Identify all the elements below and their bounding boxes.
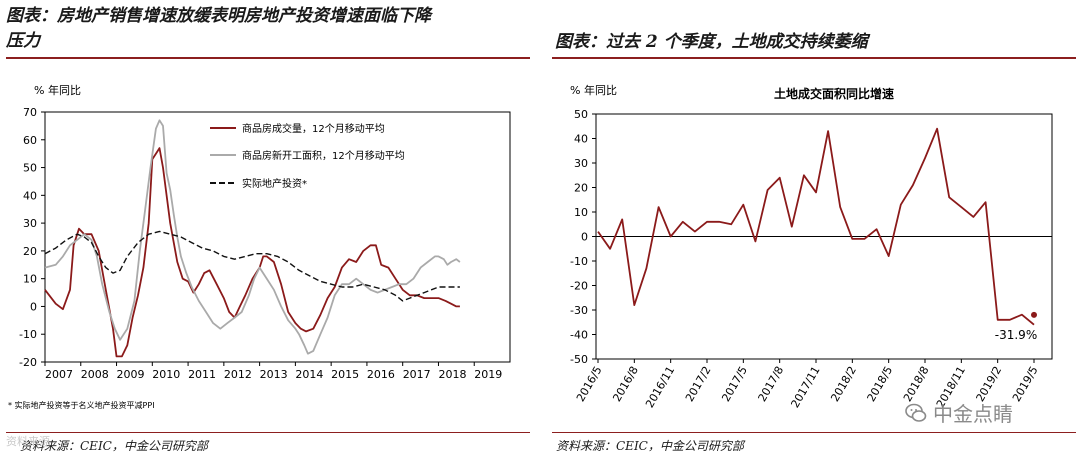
left-ytick-label: 20 (23, 245, 37, 258)
left-xtick-label: 2014 (295, 368, 323, 381)
right-xtick-label: 2019/5 (1010, 364, 1041, 404)
right-series-line (597, 127, 1035, 326)
left-xtick-label: 2012 (224, 368, 252, 381)
left-title-line2: 压力 (6, 31, 40, 51)
right-xtick-label: 2018/2 (828, 364, 859, 404)
right-annotated-point (1031, 311, 1037, 318)
right-chart-title: 土地成交面积同比增速 (774, 86, 894, 101)
right-ytick-label: 30 (574, 157, 588, 170)
left-series-line-2 (44, 119, 461, 355)
right-ytick-label: 20 (574, 182, 588, 195)
left-xtick-label: 2015 (331, 368, 359, 381)
left-xtick-label: 2010 (152, 368, 180, 381)
right-xtick-label: 2017/2 (683, 364, 714, 404)
right-xtick-label: 2016/11 (643, 364, 677, 410)
right-xtick-label: 2018/5 (865, 364, 896, 404)
left-footnote: * 实际地产投资等于名义地产投资平减PPI (8, 401, 155, 410)
left-ytick-label: 70 (23, 106, 37, 119)
right-title-rule (552, 57, 1076, 59)
right-ytick-label: -30 (570, 304, 588, 317)
left-y-unit: % 年同比 (34, 83, 81, 97)
left-xtick-label: 2011 (188, 368, 216, 381)
left-source-rule (6, 432, 530, 433)
left-ytick-label: -10 (19, 328, 37, 341)
right-xtick-label: 2017/5 (719, 364, 750, 404)
right-ytick-label: 40 (574, 133, 588, 146)
right-xtick-label: 2017/8 (756, 364, 787, 404)
left-series-line-1 (44, 147, 460, 358)
right-chart: % 年同比 土地成交面积同比增速 -50 -40 -30 -20 -10 0 10 20 30 40 5… (570, 83, 1053, 410)
logo-text: 中金点睛 (933, 402, 1013, 426)
brand-logo: 中金点睛 (905, 398, 1013, 427)
right-source: 资料来源：CEIC，中金公司研究部 (556, 439, 744, 453)
right-ytick-label: -50 (570, 353, 588, 366)
wechat-icon (905, 403, 927, 422)
left-ytick-label: 50 (23, 162, 37, 175)
left-legend-label-3: 实际地产投资* (242, 177, 307, 190)
right-ytick-label: -40 (570, 329, 588, 342)
left-xtick-label: 2008 (81, 368, 109, 381)
right-ytick-label: 10 (574, 206, 588, 219)
right-y-unit: % 年同比 (570, 83, 617, 97)
left-xtick-label: 2019 (474, 368, 502, 381)
right-ytick-label: 50 (574, 108, 588, 121)
left-ytick-label: 0 (30, 300, 37, 313)
right-xtick-label: 2016/5 (574, 364, 605, 404)
right-ytick-label: 0 (581, 231, 588, 244)
left-legend-label-2: 商品房新开工面积，12个月移动平均 (242, 149, 405, 162)
right-source-rule (552, 432, 1076, 433)
right-annotation-label: -31.9% (995, 328, 1037, 342)
watermark-text: 资料来源 (6, 435, 50, 448)
left-ytick-label: 30 (23, 217, 37, 230)
right-title: 图表：过去 2 个季度，土地成交持续萎缩 (555, 32, 868, 52)
left-source: 资料来源：CEIC，中金公司研究部 (20, 439, 208, 453)
left-legend-label-1: 商品房成交量，12个月移动平均 (242, 122, 385, 135)
right-ytick-label: -10 (570, 255, 588, 268)
left-ytick-label: 40 (23, 189, 37, 202)
left-ytick-label: -20 (19, 356, 37, 369)
left-title-line1: 图表：房地产销售增速放缓表明房地产投资增速面临下降 (6, 6, 431, 26)
left-ytick-label: 60 (23, 134, 37, 147)
left-xtick-label: 2013 (260, 368, 288, 381)
right-xtick-label: 2017/11 (788, 364, 822, 410)
right-xtick-label: 2016/8 (610, 364, 641, 404)
left-xtick-label: 2007 (45, 368, 73, 381)
left-plot-frame (44, 111, 511, 363)
left-xtick-label: 2016 (367, 368, 395, 381)
left-xtick-label: 2017 (403, 368, 431, 381)
left-xtick-label: 2018 (438, 368, 466, 381)
left-series-line-3 (44, 230, 460, 302)
left-xtick-label: 2009 (117, 368, 145, 381)
right-ytick-label: -20 (570, 280, 588, 293)
left-ytick-label: 10 (23, 273, 37, 286)
left-title-rule (6, 57, 530, 59)
left-chart: % 年同比 -20 -10 0 10 20 30 40 50 60 70 2007 2008 2009 20… (19, 83, 511, 381)
